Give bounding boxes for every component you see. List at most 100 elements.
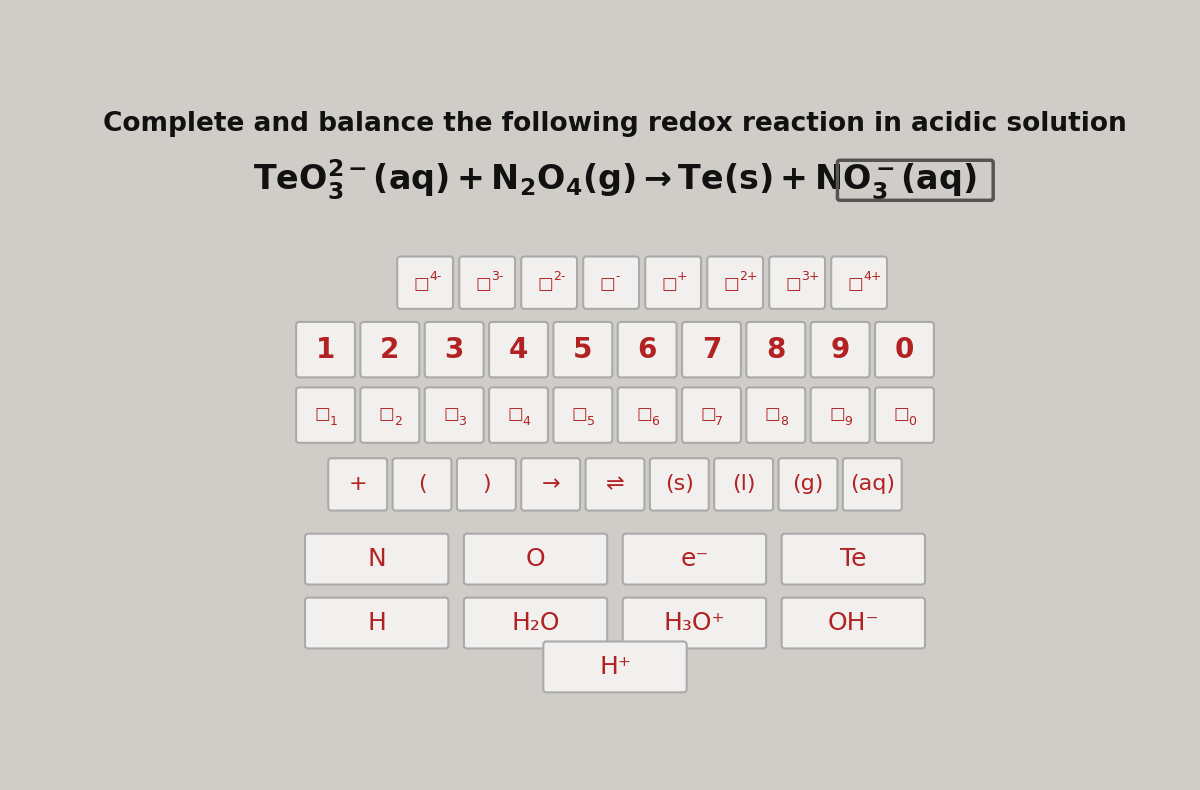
FancyBboxPatch shape [781,597,925,649]
Text: 3: 3 [458,415,466,427]
FancyBboxPatch shape [521,257,577,309]
Text: 2: 2 [380,336,400,363]
FancyBboxPatch shape [490,322,548,378]
Text: 5: 5 [587,415,595,427]
FancyBboxPatch shape [460,257,515,309]
FancyBboxPatch shape [811,322,870,378]
Text: +: + [677,270,688,283]
FancyBboxPatch shape [397,257,454,309]
Text: 1: 1 [330,415,337,427]
Text: (s): (s) [665,475,694,495]
FancyBboxPatch shape [457,458,516,510]
Text: □: □ [894,404,910,423]
Text: 7: 7 [715,415,724,427]
Text: 2-: 2- [553,270,565,283]
Text: □: □ [764,404,780,423]
FancyBboxPatch shape [769,257,826,309]
FancyBboxPatch shape [646,257,701,309]
Text: 5: 5 [574,336,593,363]
Text: 4+: 4+ [863,270,882,283]
FancyBboxPatch shape [779,458,838,510]
FancyBboxPatch shape [305,597,449,649]
Text: 0: 0 [908,415,917,427]
FancyBboxPatch shape [650,458,709,510]
Text: □: □ [572,404,588,423]
FancyBboxPatch shape [714,458,773,510]
FancyBboxPatch shape [707,257,763,309]
Text: 3: 3 [444,336,464,363]
Text: (: ( [418,475,426,495]
FancyBboxPatch shape [746,322,805,378]
Text: 9: 9 [844,415,852,427]
FancyBboxPatch shape [553,387,612,443]
Text: 9: 9 [830,336,850,363]
Text: □: □ [724,275,739,293]
FancyBboxPatch shape [296,387,355,443]
Text: 2+: 2+ [739,270,757,283]
Text: H₃O⁺: H₃O⁺ [664,611,725,635]
FancyBboxPatch shape [425,387,484,443]
Text: H⁺: H⁺ [599,655,631,679]
FancyBboxPatch shape [583,257,640,309]
FancyBboxPatch shape [392,458,451,510]
Text: 8: 8 [780,415,787,427]
Text: ): ) [482,475,491,495]
FancyBboxPatch shape [832,257,887,309]
FancyBboxPatch shape [682,387,740,443]
Text: 1: 1 [316,336,335,363]
Text: +: + [348,475,367,495]
Text: -: - [616,270,619,283]
Text: H: H [367,611,386,635]
FancyBboxPatch shape [618,322,677,378]
FancyBboxPatch shape [544,641,686,692]
FancyBboxPatch shape [360,322,419,378]
Text: (aq): (aq) [850,475,895,495]
FancyBboxPatch shape [296,322,355,378]
Text: 4-: 4- [430,270,442,283]
Text: →: → [541,475,560,495]
Text: □: □ [413,275,430,293]
FancyBboxPatch shape [875,322,934,378]
Text: O: O [526,547,545,571]
FancyBboxPatch shape [464,534,607,585]
Text: □: □ [538,275,553,293]
Text: (l): (l) [732,475,756,495]
Text: □: □ [701,404,716,423]
Text: N: N [367,547,386,571]
Text: 3+: 3+ [802,270,820,283]
Text: □: □ [785,275,802,293]
Text: 6: 6 [637,336,656,363]
Text: H₂O: H₂O [511,611,560,635]
Text: 8: 8 [766,336,786,363]
Text: □: □ [661,275,677,293]
Text: □: □ [314,404,330,423]
Text: 3-: 3- [491,270,503,283]
FancyBboxPatch shape [746,387,805,443]
FancyBboxPatch shape [623,534,766,585]
Text: (g): (g) [792,475,823,495]
FancyBboxPatch shape [781,534,925,585]
FancyBboxPatch shape [682,322,740,378]
FancyBboxPatch shape [425,322,484,378]
Text: Complete and balance the following redox reaction in acidic solution: Complete and balance the following redox… [103,111,1127,137]
Text: □: □ [829,404,845,423]
FancyBboxPatch shape [464,597,607,649]
FancyBboxPatch shape [521,458,580,510]
FancyBboxPatch shape [360,387,419,443]
Text: □: □ [443,404,458,423]
FancyBboxPatch shape [329,458,388,510]
Text: 4: 4 [509,336,528,363]
Text: 2: 2 [394,415,402,427]
Text: □: □ [508,404,523,423]
FancyBboxPatch shape [586,458,644,510]
Text: 0: 0 [895,336,914,363]
FancyBboxPatch shape [811,387,870,443]
Text: □: □ [847,275,863,293]
FancyBboxPatch shape [490,387,548,443]
Text: OH⁻: OH⁻ [828,611,880,635]
Text: ⇌: ⇌ [606,475,624,495]
Text: 7: 7 [702,336,721,363]
FancyBboxPatch shape [553,322,612,378]
Text: e⁻: e⁻ [680,547,709,571]
Text: □: □ [379,404,395,423]
